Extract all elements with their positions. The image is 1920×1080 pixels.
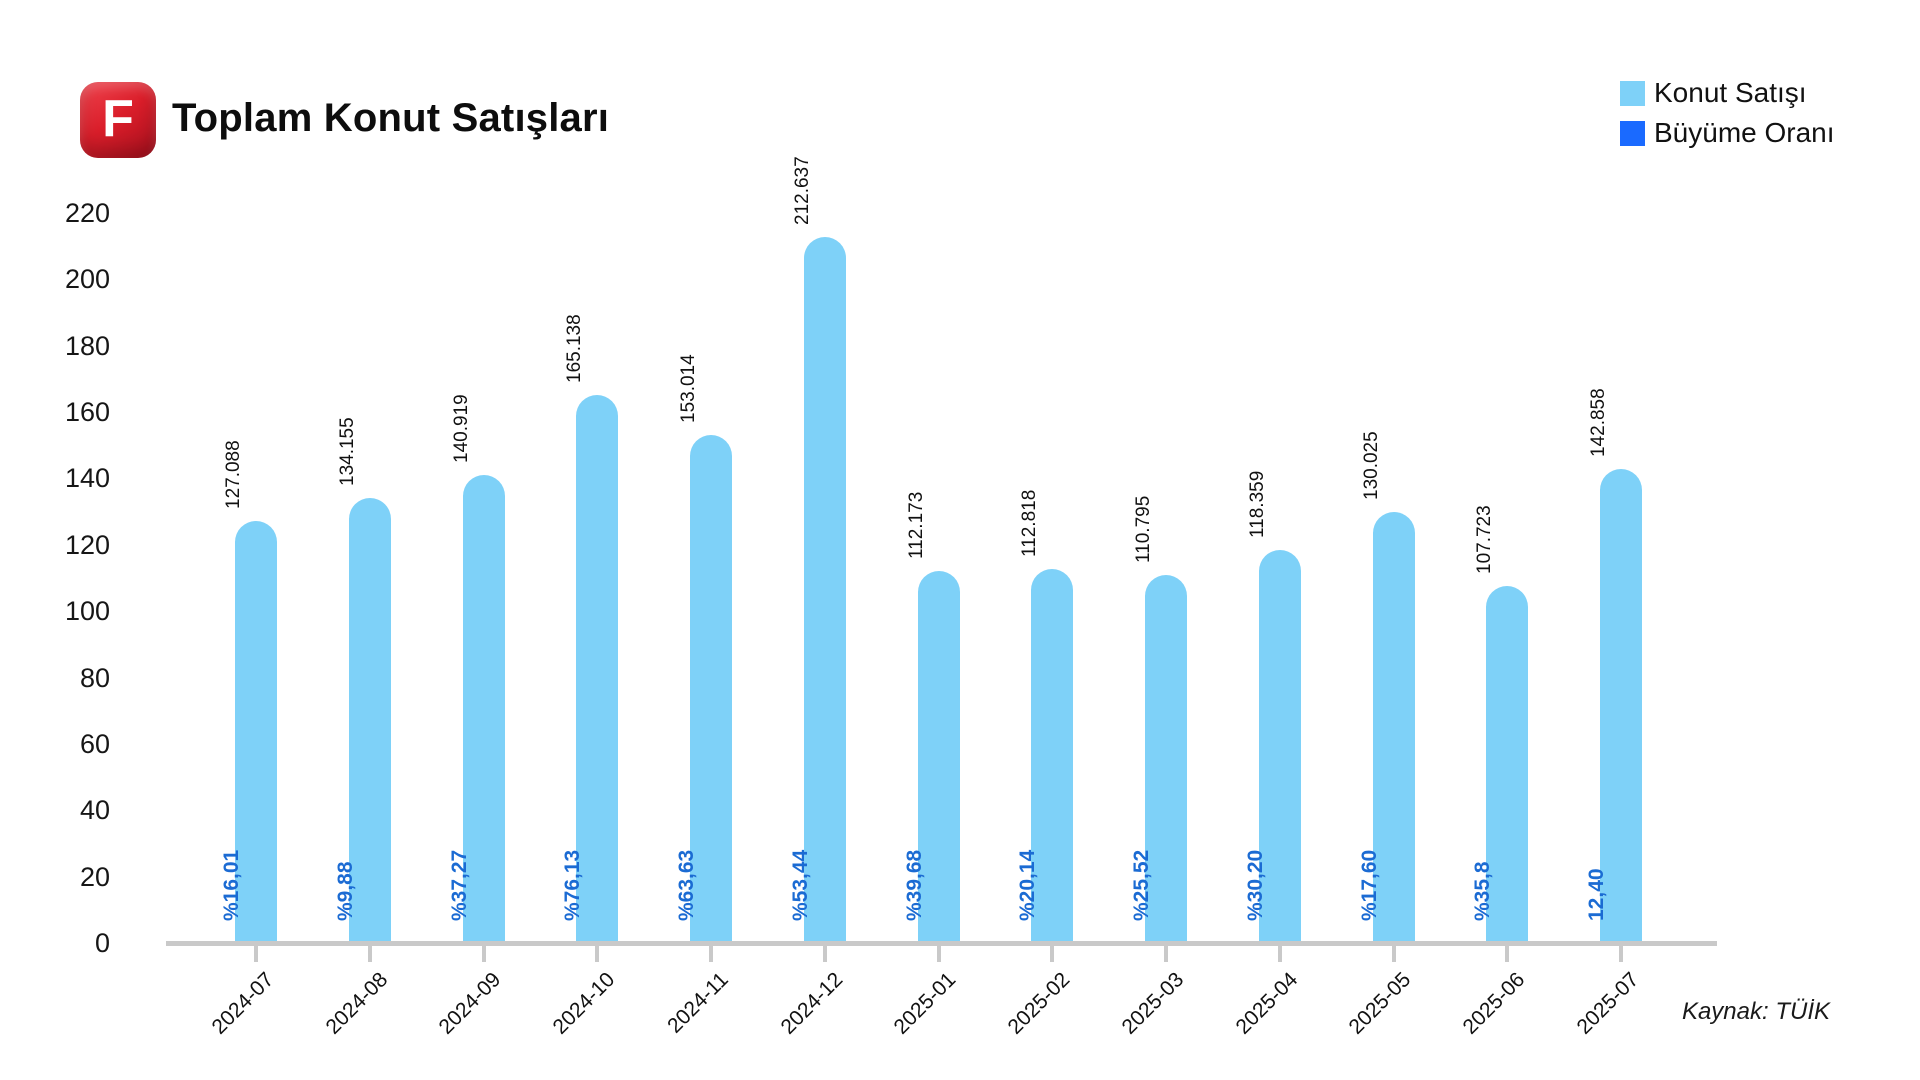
x-axis-category-label: 2025-03 <box>1117 968 1189 1039</box>
chart-title: Toplam Konut Satışları <box>172 96 610 140</box>
bar-value-label: 142.858 <box>1588 388 1609 457</box>
legend-item-buyume-orani: Büyüme Oranı <box>1620 116 1835 150</box>
x-axis-category-label: 2024-08 <box>321 968 393 1039</box>
bar-value-label: 153.014 <box>678 354 699 424</box>
x-axis-tick <box>595 946 600 962</box>
bar-value-label: 112.818 <box>1019 489 1041 557</box>
bar <box>1600 468 1642 941</box>
bar <box>576 395 619 941</box>
growth-rate-label: %63,63 <box>675 849 698 921</box>
growth-rate-label: %37,27 <box>447 849 471 921</box>
bar <box>235 521 277 941</box>
bar <box>1031 568 1074 941</box>
bar-value-label: 127.088 <box>223 440 244 510</box>
x-axis-category-label: 2024-12 <box>776 968 848 1039</box>
growth-rate-label: %76,13 <box>561 849 585 921</box>
x-axis-tick <box>1505 946 1510 962</box>
y-axis-tick-label: 160 <box>64 397 110 428</box>
bar-value-label: 130.025 <box>1360 430 1382 500</box>
growth-rate-label: %35,8 <box>1471 861 1495 921</box>
x-axis-tick <box>1277 946 1282 962</box>
growth-rate-label: %9,88 <box>333 861 357 921</box>
bar <box>348 497 391 941</box>
y-axis-tick-label: 220 <box>64 198 110 228</box>
bar-value-label: 112.173 <box>905 491 927 559</box>
legend-item-konut-satisi: Konut Satışı <box>1620 76 1835 110</box>
growth-rate-label: %17,60 <box>1357 849 1381 921</box>
legend-swatch-konut-satisi-icon <box>1620 80 1645 106</box>
x-axis-category-label: 2024-10 <box>548 968 620 1039</box>
bar <box>1372 511 1415 941</box>
x-axis-category-label: 2025-04 <box>1231 968 1303 1039</box>
bar-value-label: 107.723 <box>1474 504 1496 574</box>
y-axis-tick-label: 20 <box>79 861 110 892</box>
x-axis-category-label: 2025-01 <box>889 968 961 1039</box>
bar <box>917 570 960 941</box>
bar-value-label: 118.359 <box>1246 470 1268 539</box>
y-axis-tick-label: 140 <box>64 463 110 494</box>
bar <box>462 475 505 941</box>
x-axis-tick <box>254 946 258 962</box>
brand-logo-letter: F <box>102 90 134 148</box>
growth-rate-label: %20,14 <box>1016 849 1040 921</box>
bar <box>1258 550 1301 941</box>
bar-value-label: 110.795 <box>1133 496 1154 564</box>
x-axis-tick <box>1164 946 1168 962</box>
x-axis-tick <box>709 946 713 962</box>
bar-value-label: 134.155 <box>336 417 358 486</box>
growth-rate-label: 12,40 <box>1585 868 1608 921</box>
growth-rate-label: %30,20 <box>1243 849 1267 921</box>
bar <box>803 237 846 941</box>
y-axis-tick-label: 40 <box>79 795 110 826</box>
growth-rate-label: %39,68 <box>902 849 926 921</box>
growth-rate-label: %16,01 <box>220 849 243 921</box>
y-axis-tick-label: 120 <box>64 529 110 560</box>
bar-value-label: 140.919 <box>450 394 472 464</box>
legend: Konut Satışı Büyüme Oranı <box>1620 76 1835 150</box>
legend-swatch-buyume-orani-icon <box>1620 120 1645 146</box>
source-note: Kaynak: TÜİK <box>1681 998 1830 1025</box>
bar-value-label: 165.138 <box>564 314 586 384</box>
x-axis-tick <box>1619 946 1623 962</box>
bar <box>1145 575 1187 941</box>
legend-label: Büyüme Oranı <box>1654 117 1835 148</box>
brand-logo: F <box>80 82 156 158</box>
y-axis-tick-label: 80 <box>79 662 110 693</box>
y-axis-tick-label: 100 <box>64 596 110 627</box>
x-axis-category-label: 2024-11 <box>663 968 734 1038</box>
y-axis-tick-label: 60 <box>79 728 110 759</box>
x-axis-tick <box>1050 946 1055 962</box>
y-axis-tick-label: 0 <box>94 928 110 958</box>
legend-label: Konut Satışı <box>1654 77 1807 108</box>
x-axis-line <box>166 941 1717 946</box>
x-axis-category-label: 2025-06 <box>1458 968 1530 1039</box>
x-axis-tick <box>1391 946 1396 962</box>
growth-rate-label: %53,44 <box>788 849 812 921</box>
x-axis-category-label: 2024-07 <box>207 968 279 1039</box>
x-axis-category-label: 2025-07 <box>1572 968 1644 1039</box>
x-axis-tick <box>367 946 372 962</box>
x-axis-category-label: 2025-05 <box>1344 968 1416 1039</box>
y-axis-tick-label: 180 <box>64 330 110 361</box>
x-axis-category-label: 2024-09 <box>434 968 506 1039</box>
y-axis-tick-label: 200 <box>64 264 110 295</box>
x-axis-tick <box>936 946 941 962</box>
growth-rate-label: %25,52 <box>1130 849 1153 921</box>
bar <box>1486 585 1529 941</box>
bar-value-label: 212.637 <box>791 156 813 226</box>
x-axis-tick <box>481 946 486 962</box>
x-axis-tick <box>822 946 827 962</box>
bar <box>690 435 732 941</box>
x-axis-category-label: 2025-02 <box>1003 968 1075 1039</box>
